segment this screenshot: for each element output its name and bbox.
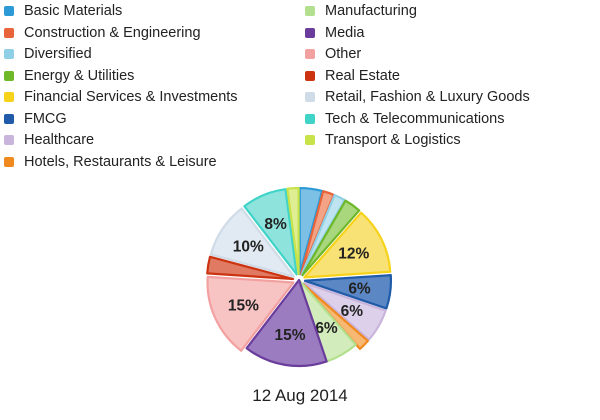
legend-label: Other [325, 46, 362, 62]
legend-label: Hotels, Restaurants & Leisure [24, 153, 217, 170]
legend-item-diversified[interactable]: Diversified [4, 45, 92, 63]
legend-label: Healthcare [24, 132, 95, 148]
legend-label: Diversified [24, 46, 92, 62]
pie-slice-financial-services-and-investments[interactable] [303, 211, 392, 279]
slice-label-tech-and-telecommunications: 8% [264, 216, 287, 233]
legend-item-construction-and-engineering[interactable]: Construction & Engineering [4, 24, 201, 42]
slice-label-financial-services-and-investments: 12% [338, 246, 369, 263]
legend-swatch [4, 27, 14, 38]
slice-label-fmcg: 6% [348, 280, 371, 297]
legend-item-tech-and-telecommunications[interactable]: Tech & Telecommunications [305, 110, 504, 128]
legend-item-retail-fashion-and-luxury-goods[interactable]: Retail, Fashion & Luxury Goods [305, 88, 530, 106]
legend-swatch [305, 113, 315, 124]
legend-label: Tech & Telecommunications [325, 110, 505, 127]
slice-label-media: 15% [275, 327, 306, 344]
legend-label: Media [325, 24, 365, 41]
slice-label-retail-fashion-and-luxury-goods: 10% [233, 239, 264, 256]
legend-label: Transport & Logistics [325, 132, 461, 148]
pie-slice-other[interactable] [206, 275, 295, 352]
chart-caption: 12 Aug 2014 [252, 386, 348, 405]
legend-swatch [4, 156, 14, 167]
legend-swatch [305, 135, 315, 145]
legend-item-fmcg[interactable]: FMCG [4, 110, 67, 128]
pie-slice-transport-and-logistics[interactable] [286, 186, 300, 276]
legend-label: FMCG [24, 110, 67, 127]
pie-slice-media[interactable] [245, 278, 328, 368]
legend-label: Construction & Engineering [24, 24, 201, 41]
pie-slice-fmcg[interactable] [303, 274, 393, 310]
pie-slice-tech-and-telecommunications[interactable] [243, 188, 298, 276]
legend-swatch [4, 70, 14, 81]
legend-swatch [4, 113, 14, 124]
legend-label: Manufacturing [325, 3, 417, 19]
legend-item-energy-and-utilities[interactable]: Energy & Utilities [4, 67, 134, 85]
legend-swatch [4, 49, 14, 59]
slice-label-other: 15% [228, 298, 259, 315]
legend-item-transport-and-logistics[interactable]: Transport & Logistics [305, 131, 461, 149]
legend-swatch [4, 92, 14, 102]
legend-item-financial-services-and-investments[interactable]: Financial Services & Investments [4, 88, 238, 106]
legend-label: Energy & Utilities [24, 67, 135, 84]
slice-label-manufacturing: 6% [315, 320, 338, 337]
legend-item-media[interactable]: Media [305, 24, 365, 42]
legend-item-basic-materials[interactable]: Basic Materials [4, 2, 122, 20]
legend-label: Basic Materials [24, 3, 123, 19]
legend-item-real-estate[interactable]: Real Estate [305, 67, 400, 85]
legend-swatch [305, 49, 315, 59]
pie-slice-hotels-restaurants-and-leisure[interactable] [302, 283, 369, 350]
legend-swatch [305, 27, 315, 38]
pie-slice-healthcare[interactable] [303, 281, 387, 341]
pie-slice-basic-materials[interactable] [298, 186, 324, 276]
legend-swatch [4, 6, 14, 16]
legend-swatch [305, 6, 315, 16]
legend-label: Retail, Fashion & Luxury Goods [325, 89, 530, 105]
pie-slice-real-estate[interactable] [206, 255, 295, 281]
legend-item-manufacturing[interactable]: Manufacturing [305, 2, 417, 20]
pie-slice-retail-fashion-and-luxury-goods[interactable] [209, 207, 296, 278]
legend-item-hotels-restaurants-and-leisure[interactable]: Hotels, Restaurants & Leisure [4, 153, 217, 171]
legend-label: Real Estate [325, 67, 400, 84]
legend-item-other[interactable]: Other [305, 45, 361, 63]
legend-swatch [305, 70, 315, 81]
legend-swatch [4, 135, 14, 145]
legend-item-healthcare[interactable]: Healthcare [4, 131, 94, 149]
pie-slice-energy-and-utilities[interactable] [301, 199, 361, 277]
slice-label-healthcare: 6% [341, 303, 364, 320]
legend-swatch [305, 92, 315, 102]
legend-label: Financial Services & Investments [24, 89, 238, 105]
